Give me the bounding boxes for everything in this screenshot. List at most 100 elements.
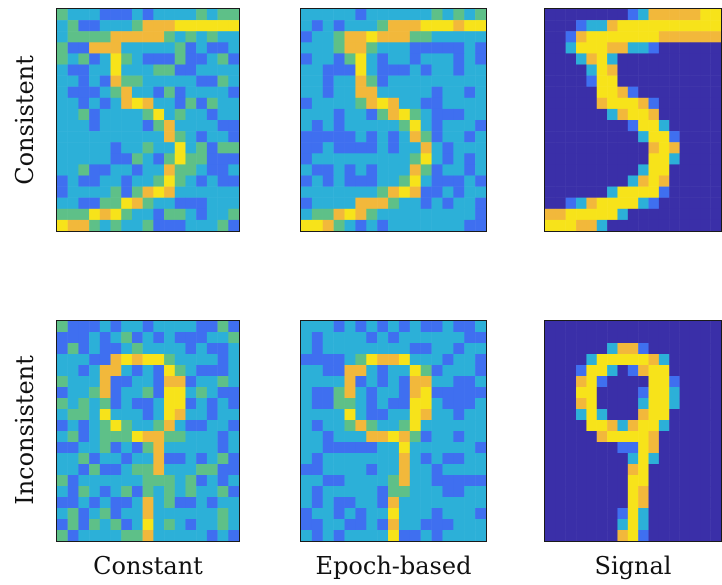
heatmap-pixel xyxy=(344,530,356,541)
heatmap-pixel xyxy=(344,208,356,221)
heatmap-pixel xyxy=(431,208,443,221)
heatmap-pixel xyxy=(638,409,649,421)
heatmap-pixel xyxy=(555,97,566,110)
heatmap-pixel xyxy=(185,131,197,143)
heatmap-pixel xyxy=(669,120,680,132)
heatmap-pixel xyxy=(555,343,566,355)
heatmap-pixel xyxy=(164,9,175,21)
heatmap-pixel xyxy=(596,153,608,165)
heatmap-pixel xyxy=(121,442,133,454)
heatmap-pixel xyxy=(206,9,218,21)
heatmap-pixel xyxy=(322,208,334,221)
heatmap-pixel xyxy=(545,175,556,187)
heatmap-pixel xyxy=(700,20,711,32)
heatmap-pixel xyxy=(142,475,154,487)
heatmap-pixel xyxy=(398,75,411,87)
heatmap-pixel xyxy=(377,442,389,454)
heatmap-pixel xyxy=(565,164,577,176)
heatmap-pixel xyxy=(78,86,90,99)
heatmap-pixel xyxy=(669,20,680,32)
heatmap-pixel xyxy=(322,219,334,231)
heatmap-pixel xyxy=(206,86,218,99)
heatmap-pixel xyxy=(710,442,721,454)
heatmap-pixel xyxy=(409,365,421,377)
heatmap-pixel xyxy=(67,197,79,210)
heatmap-pixel xyxy=(185,321,197,333)
heatmap-pixel xyxy=(121,376,133,388)
heatmap-pixel xyxy=(355,398,367,410)
heatmap-pixel xyxy=(217,343,229,355)
heatmap-pixel xyxy=(311,409,323,421)
heatmap-pixel xyxy=(131,131,143,143)
heatmap-pixel xyxy=(442,354,454,366)
heatmap-pixel xyxy=(153,64,165,76)
heatmap-pixel xyxy=(67,108,79,121)
heatmap-pixel xyxy=(453,97,465,110)
heatmap-pixel xyxy=(689,376,701,388)
heatmap-pixel xyxy=(431,219,443,231)
heatmap-pixel xyxy=(322,486,334,498)
heatmap-pixel xyxy=(576,409,587,421)
heatmap-pixel xyxy=(196,376,208,388)
heatmap-pixel xyxy=(453,175,465,187)
heatmap-pixel xyxy=(174,142,186,154)
heatmap-pixel xyxy=(607,464,618,476)
heatmap-pixel xyxy=(464,186,476,198)
heatmap-pixel xyxy=(638,497,649,509)
heatmap-pixel xyxy=(110,108,122,121)
heatmap-pixel xyxy=(596,42,608,54)
heatmap-pixel xyxy=(322,332,334,344)
heatmap-pixel xyxy=(555,131,566,143)
heatmap-pixel xyxy=(99,453,111,465)
heatmap-pixel xyxy=(185,208,197,221)
heatmap-pixel xyxy=(700,475,711,487)
heatmap-pixel xyxy=(607,219,618,231)
heatmap-pixel xyxy=(576,120,587,132)
heatmap-pixel xyxy=(689,453,701,465)
heatmap-pixel xyxy=(464,376,476,388)
heatmap-pixel xyxy=(333,153,345,165)
heatmap-pixel xyxy=(431,120,443,132)
heatmap-pixel xyxy=(388,75,400,87)
heatmap-pixel xyxy=(658,53,670,65)
heatmap-pixel xyxy=(700,332,711,344)
heatmap-pixel xyxy=(700,142,711,154)
heatmap-pixel xyxy=(217,9,229,21)
heatmap-pixel xyxy=(142,75,154,87)
heatmap-pixel xyxy=(669,31,680,43)
heatmap-pixel xyxy=(555,175,566,187)
heatmap-pixel xyxy=(679,42,691,54)
heatmap-pixel xyxy=(344,164,356,176)
heatmap-pixel xyxy=(196,175,208,187)
heatmap-pixel xyxy=(153,175,165,187)
heatmap-pixel xyxy=(453,420,465,432)
heatmap-pixel xyxy=(409,86,421,99)
heatmap-pixel xyxy=(586,475,597,487)
heatmap-pixel xyxy=(164,108,175,121)
heatmap-pixel xyxy=(627,453,639,465)
heatmap-pixel xyxy=(658,442,670,454)
heatmap-pixel xyxy=(617,321,629,333)
heatmap-pixel xyxy=(431,508,443,520)
heatmap-pixel xyxy=(67,464,79,476)
heatmap-pixel xyxy=(679,398,691,410)
heatmap-pixel xyxy=(431,332,443,344)
heatmap-pixel xyxy=(301,508,313,520)
heatmap-pixel xyxy=(586,64,597,76)
heatmap-pixel xyxy=(99,31,111,43)
heatmap-pixel xyxy=(453,453,465,465)
heatmap-pixel xyxy=(57,153,68,165)
heatmap-pixel xyxy=(377,486,389,498)
heatmap-pixel xyxy=(689,120,701,132)
heatmap-pixel xyxy=(366,64,378,76)
heatmap-pixel xyxy=(110,508,122,520)
heatmap-pixel xyxy=(355,365,367,377)
heatmap-pixel xyxy=(627,197,639,210)
heatmap-pixel xyxy=(545,164,556,176)
heatmap-pixel xyxy=(545,431,556,443)
heatmap-pixel xyxy=(700,453,711,465)
heatmap-pixel xyxy=(89,431,101,443)
heatmap-pixel xyxy=(78,464,90,476)
heatmap-pixel xyxy=(607,475,618,487)
heatmap-pixel xyxy=(121,64,133,76)
